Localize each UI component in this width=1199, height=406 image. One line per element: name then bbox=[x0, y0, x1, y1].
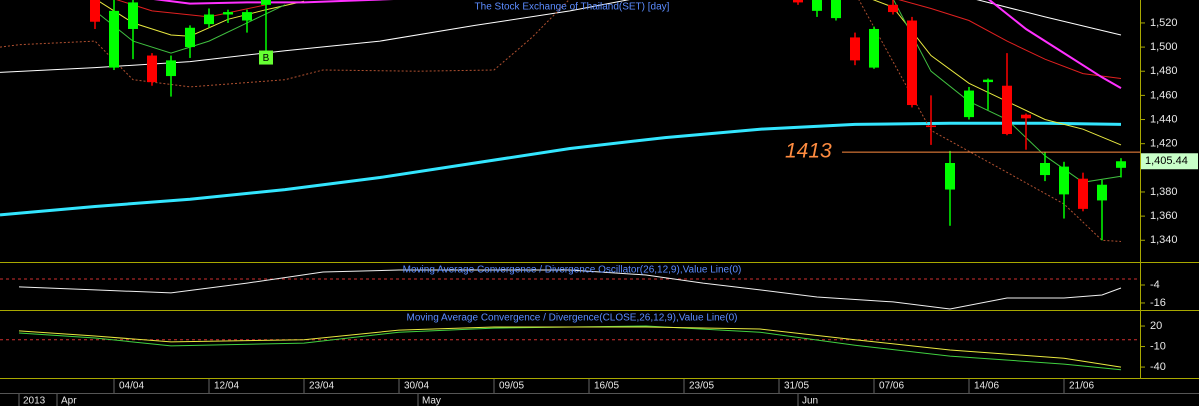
candle-body bbox=[983, 79, 993, 83]
candle-body bbox=[1059, 166, 1069, 195]
x-tick-label: 04/04 bbox=[119, 381, 144, 392]
candle-body bbox=[926, 125, 936, 128]
x-tick-label: 21/06 bbox=[1069, 381, 1094, 392]
candle-body bbox=[1116, 161, 1126, 168]
x-tick-label: 31/05 bbox=[784, 381, 809, 392]
last-price-label: 1,405.44 bbox=[1145, 155, 1188, 167]
x-tick-label: 23/04 bbox=[309, 381, 334, 392]
candle-body bbox=[185, 27, 195, 48]
x-tick-label: 07/06 bbox=[879, 381, 904, 392]
y-tick-label: -10 bbox=[1150, 340, 1166, 352]
y-tick-label: -4 bbox=[1150, 279, 1160, 291]
indicator-line bbox=[18, 325, 1122, 371]
x-tick-label: 16/05 bbox=[594, 381, 619, 392]
y-tick-label: 1,480 bbox=[1150, 65, 1178, 77]
x-tick-label: 09/05 bbox=[499, 381, 524, 392]
candle-body bbox=[907, 20, 917, 106]
y-tick-label: 1,380 bbox=[1150, 186, 1178, 198]
x-tick-label: 14/06 bbox=[974, 381, 999, 392]
y-tick-label: -16 bbox=[1150, 297, 1166, 309]
y-tick-label: 1,420 bbox=[1150, 138, 1178, 150]
y-tick-label: 20 bbox=[1150, 320, 1162, 332]
panel-title: Moving Average Convergence / Divergence(… bbox=[407, 313, 738, 324]
candle-body bbox=[869, 28, 879, 68]
panel-title: The Stock Exchange of Thailand(SET) [day… bbox=[475, 2, 670, 13]
moving-average-line bbox=[0, 121, 1122, 217]
candle-body bbox=[888, 4, 898, 13]
panel-title: Moving Average Convergence / Divergence … bbox=[403, 265, 742, 276]
indicator-line bbox=[18, 326, 1122, 368]
y-tick-label: 1,440 bbox=[1150, 113, 1178, 125]
candle-body bbox=[90, 0, 100, 22]
candle-body bbox=[812, 0, 822, 11]
y-tick-label: 1,360 bbox=[1150, 210, 1178, 222]
candle-body bbox=[109, 10, 119, 68]
moving-average-line bbox=[116, 0, 1122, 79]
last-price-box bbox=[1141, 153, 1198, 170]
signal-marker bbox=[259, 50, 273, 65]
candle-body bbox=[945, 162, 955, 190]
period-label: May bbox=[422, 396, 441, 406]
candle-body bbox=[128, 2, 138, 29]
candle-body bbox=[261, 0, 271, 5]
candle-body bbox=[166, 60, 176, 77]
y-tick-label: 1,500 bbox=[1150, 41, 1178, 53]
candle-body bbox=[1021, 114, 1031, 119]
candle-body bbox=[1078, 178, 1088, 209]
period-label: 2013 bbox=[23, 396, 46, 406]
panel bbox=[0, 325, 1140, 371]
moving-average-line bbox=[0, 0, 1122, 73]
y-tick-label: -40 bbox=[1150, 361, 1166, 373]
candle-body bbox=[1040, 162, 1050, 176]
candle-body bbox=[147, 55, 157, 83]
candle-body bbox=[850, 37, 860, 61]
x-tick-label: 23/05 bbox=[689, 381, 714, 392]
signal-label: B bbox=[263, 53, 270, 64]
candle-body bbox=[1002, 85, 1012, 135]
x-tick-label: 12/04 bbox=[214, 381, 239, 392]
period-label: Apr bbox=[61, 396, 77, 406]
candle-body bbox=[793, 0, 803, 3]
candle-body bbox=[1097, 184, 1107, 201]
moving-average-line bbox=[153, 0, 1122, 89]
candle-body bbox=[223, 12, 233, 15]
y-tick-label: 1,460 bbox=[1150, 89, 1178, 101]
x-tick-label: 30/04 bbox=[404, 381, 429, 392]
y-tick-label: 1,520 bbox=[1150, 17, 1178, 29]
candle-body bbox=[964, 90, 974, 118]
candle-body bbox=[204, 14, 214, 25]
indicator-line bbox=[18, 269, 1122, 310]
candle-body bbox=[831, 0, 841, 19]
panel bbox=[0, 269, 1140, 310]
candle-body bbox=[242, 12, 252, 21]
panel: B bbox=[0, 0, 1126, 242]
moving-average-line bbox=[0, 0, 1122, 242]
period-label: Jun bbox=[802, 396, 818, 406]
y-tick-label: 1,340 bbox=[1150, 234, 1178, 246]
level-label: 1413 bbox=[785, 140, 832, 163]
